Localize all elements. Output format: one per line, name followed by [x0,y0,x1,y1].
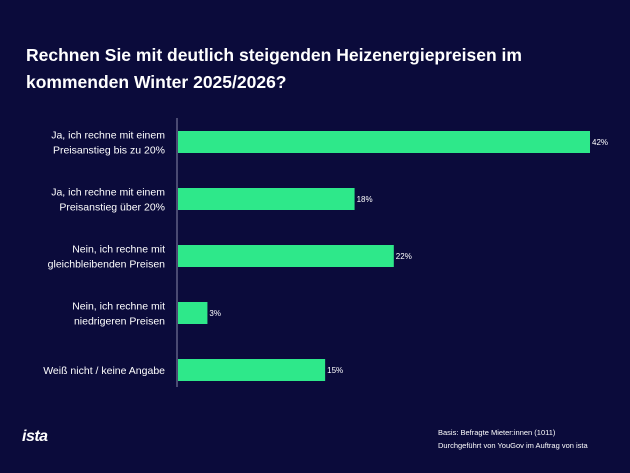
bar [178,359,326,381]
category-label: gleichbleibenden Preisen [48,259,165,271]
bar-value-label: 42% [592,138,608,147]
category-label: Nein, ich rechne mit [72,301,165,313]
category-label: Preisanstieg bis zu 20% [53,145,165,157]
bar [178,302,208,324]
footnote-source: Durchgeführt von YouGov im Auftrag von i… [438,441,588,450]
footnote-basis: Basis: Befragte Mieter:innen (1011) [438,428,556,437]
category-label: Weiß nicht / keine Angabe [43,365,165,377]
ista-logo: ista [22,428,48,445]
category-label: niedrigeren Preisen [74,316,165,328]
bar [178,188,355,210]
bar-value-label: 15% [327,366,343,375]
category-label: Ja, ich rechne mit einem [51,130,165,142]
bar-value-label: 3% [209,309,221,318]
bar [178,131,590,153]
chart-title: Rechnen Sie mit deutlich steigenden Heiz… [26,45,522,92]
category-label: Ja, ich rechne mit einem [51,187,165,199]
category-label: Nein, ich rechne mit [72,244,165,256]
bar-value-label: 22% [396,252,412,261]
category-label: Preisanstieg über 20% [59,202,165,214]
bar [178,245,394,267]
bar-value-label: 18% [357,195,373,204]
